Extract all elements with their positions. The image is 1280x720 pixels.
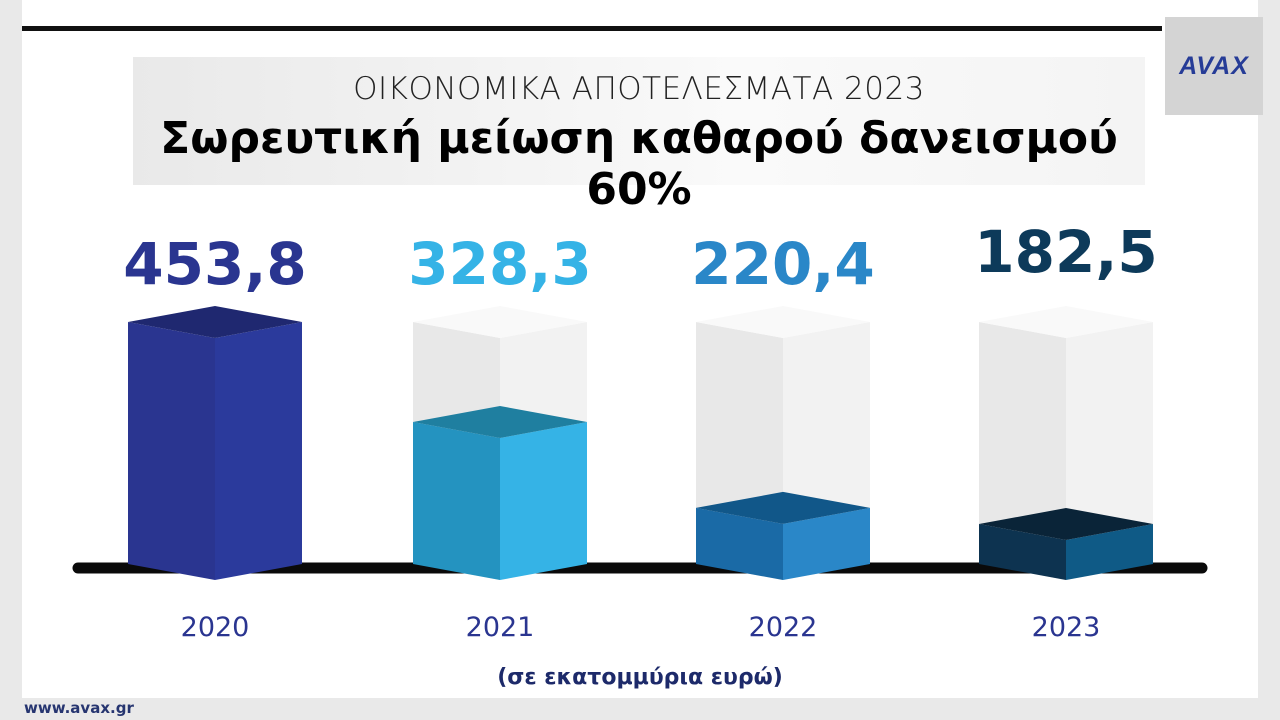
x-tick-label-2022: 2022 — [749, 612, 818, 643]
bar-2021-left-face — [413, 421, 500, 580]
x-tick-label-2023: 2023 — [1032, 612, 1101, 643]
bar-2020-left-face — [128, 322, 215, 580]
bar-2022-top-face — [696, 491, 870, 524]
bar-2023-top-face — [979, 508, 1153, 540]
bar-2022-left-face — [696, 507, 783, 580]
x-tick-label-2021: 2021 — [466, 612, 535, 643]
x-tick-label-2020: 2020 — [181, 612, 250, 643]
bar-2023-right-face — [1066, 524, 1153, 580]
ghost-column-2021-top-face — [413, 306, 587, 338]
slide-subtitle: ΟΙΚΟΝΟΜΙΚΑ ΑΠΟΤΕΛΕΣΜΑΤΑ 2023 — [353, 71, 925, 107]
bar-2020-top-face — [128, 306, 302, 338]
website-link[interactable]: www.avax.gr — [24, 699, 134, 717]
bar-2021-top-face — [413, 405, 587, 438]
bar-2022-right-face — [783, 507, 870, 580]
bar-2021 — [413, 405, 587, 580]
bar-2020 — [128, 306, 302, 580]
logo-text: AVAX — [1179, 51, 1249, 80]
data-label-2020: 453,8 — [123, 230, 306, 298]
top-divider — [22, 26, 1162, 31]
bar-2023-left-face — [979, 524, 1066, 580]
avax-logo: AVAX — [1165, 17, 1263, 115]
bar-2023 — [979, 508, 1153, 580]
bar-2020-right-face — [215, 322, 302, 580]
ghost-column-2022-top-face — [696, 306, 870, 338]
data-label-2022: 220,4 — [691, 230, 874, 298]
bar-2022 — [696, 491, 870, 580]
unit-label: (σε εκατομμύρια ευρώ) — [497, 665, 783, 690]
slide-title: Σωρευτική μείωση καθαρού δανεισμού 60% — [160, 113, 1118, 215]
bar-2021-right-face — [500, 421, 587, 580]
data-label-2021: 328,3 — [408, 230, 591, 298]
ghost-column-2023-top-face — [979, 306, 1153, 338]
data-label-2023: 182,5 — [974, 218, 1157, 286]
title-box: ΟΙΚΟΝΟΜΙΚΑ ΑΠΟΤΕΛΕΣΜΑΤΑ 2023 Σωρευτική μ… — [133, 57, 1145, 215]
